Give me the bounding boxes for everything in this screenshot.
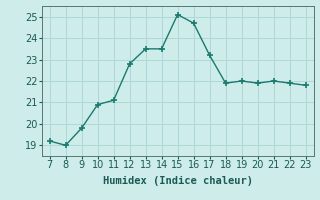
X-axis label: Humidex (Indice chaleur): Humidex (Indice chaleur) bbox=[103, 176, 252, 186]
